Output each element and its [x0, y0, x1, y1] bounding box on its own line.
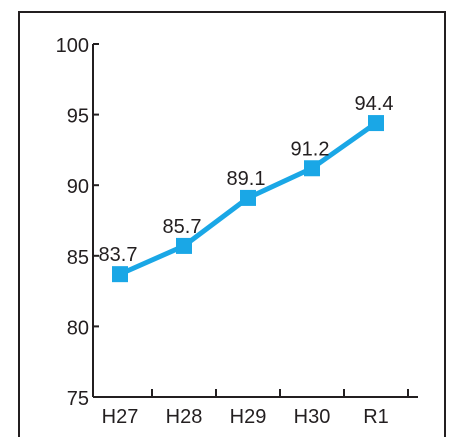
x-tick-label: H28 [166, 406, 203, 428]
data-point-marker [240, 189, 256, 206]
data-labels: 83.7 85.7 89.1 91.2 94.4 [99, 93, 394, 266]
y-tick-label: 95 [67, 106, 89, 128]
y-tick-label: 80 [67, 317, 89, 339]
data-point-marker [112, 266, 128, 283]
y-tick-label: 100 [56, 35, 89, 57]
axes [92, 43, 418, 398]
x-tick-label: H27 [102, 406, 139, 428]
data-label: 89.1 [227, 168, 266, 190]
chart-border [18, 11, 446, 442]
data-label: 85.7 [163, 216, 202, 238]
data-point-marker [368, 115, 384, 132]
data-point-marker [304, 160, 320, 177]
x-tick-label: H30 [294, 406, 331, 428]
data-label: 94.4 [355, 93, 394, 115]
data-point-marker [176, 237, 192, 254]
y-tick-label: 75 [67, 388, 89, 410]
series-layer [112, 115, 384, 283]
data-label: 83.7 [99, 244, 138, 266]
y-tick-label: 90 [67, 176, 89, 198]
x-tick-label: H29 [230, 406, 267, 428]
data-label: 91.2 [291, 138, 330, 160]
y-tick-label: 85 [67, 247, 89, 269]
x-tick-label: R1 [363, 406, 389, 428]
tick-labels: 75 80 85 90 95 100 H27 H28 H29 H30 R1 [56, 35, 389, 428]
